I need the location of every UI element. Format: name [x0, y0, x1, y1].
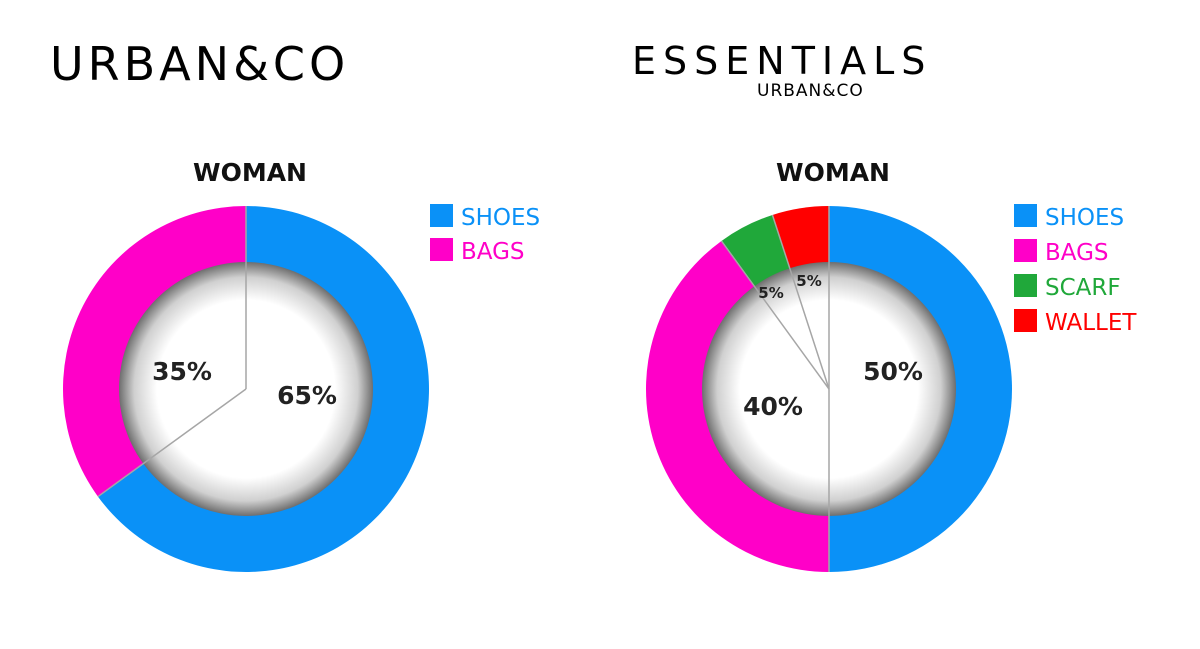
chart-title: WOMAN	[776, 158, 890, 187]
legend-item-scarf: SCARF	[1014, 274, 1121, 301]
brand-logo-left: URBAN&CO	[50, 37, 349, 91]
legend-item-bags: BAGS	[430, 238, 525, 265]
legend-label: BAGS	[1045, 240, 1109, 266]
legend-label: SHOES	[1045, 205, 1124, 231]
legend-swatch	[1014, 239, 1037, 262]
data-label-wallet: 5%	[796, 272, 821, 290]
legend-label: WALLET	[1045, 310, 1137, 336]
legend-swatch	[1014, 309, 1037, 332]
legend-label: SHOES	[461, 205, 540, 231]
legend-swatch	[1014, 274, 1037, 297]
slice-divider	[771, 214, 830, 390]
brand-logo-right: ESSENTIALS	[632, 39, 932, 83]
data-label-shoes: 65%	[277, 381, 337, 410]
legend-swatch	[430, 204, 453, 227]
brand-sublogo-right: URBAN&CO	[757, 81, 864, 101]
legend-swatch	[1014, 204, 1037, 227]
data-label-scarf: 5%	[758, 284, 783, 302]
legend-item-shoes: SHOES	[1014, 204, 1124, 231]
legend-label: SCARF	[1045, 275, 1121, 301]
slice-divider	[97, 388, 247, 498]
legend-item-wallet: WALLET	[1014, 309, 1137, 336]
data-label-bags: 40%	[743, 392, 803, 421]
legend-item-shoes: SHOES	[430, 204, 540, 231]
data-label-shoes: 50%	[863, 357, 923, 386]
chart-title: WOMAN	[193, 158, 307, 187]
legend-label: BAGS	[461, 239, 525, 265]
legend-item-bags: BAGS	[1014, 239, 1109, 266]
data-label-bags: 35%	[152, 357, 212, 386]
legend-swatch	[430, 238, 453, 261]
slice-divider	[720, 240, 830, 390]
donut-chart-left: WOMAN 65% 35% SHOES BAGS	[63, 158, 540, 572]
donut-chart-right: WOMAN 50% 40% 5% 5% SHOES BAGS SCARF WALLET	[646, 158, 1137, 572]
